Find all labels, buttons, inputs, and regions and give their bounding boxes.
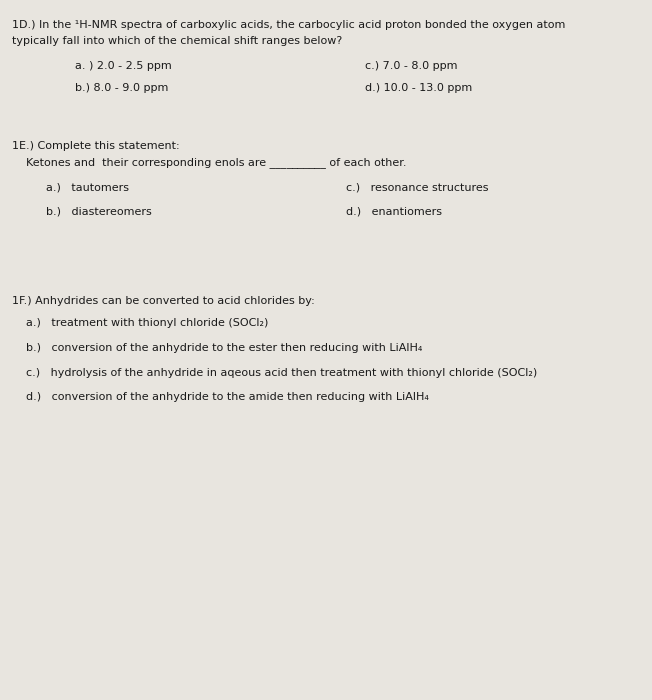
Text: d.)   conversion of the anhydride to the amide then reducing with LiAlH₄: d.) conversion of the anhydride to the a… [26, 392, 429, 402]
Text: typically fall into which of the chemical shift ranges below?: typically fall into which of the chemica… [12, 36, 342, 46]
Text: d.) 10.0 - 13.0 ppm: d.) 10.0 - 13.0 ppm [365, 83, 472, 92]
Text: 1E.) Complete this statement:: 1E.) Complete this statement: [12, 141, 179, 151]
Text: d.)   enantiomers: d.) enantiomers [346, 206, 441, 216]
Text: Ketones and  their corresponding enols are __________ of each other.: Ketones and their corresponding enols ar… [12, 158, 406, 169]
Text: c.)   hydrolysis of the anhydride in aqeous acid then treatment with thionyl chl: c.) hydrolysis of the anhydride in aqeou… [26, 368, 537, 377]
Text: c.) 7.0 - 8.0 ppm: c.) 7.0 - 8.0 ppm [365, 61, 458, 71]
Text: b.) 8.0 - 9.0 ppm: b.) 8.0 - 9.0 ppm [75, 83, 168, 92]
Text: b.)   diastereomers: b.) diastereomers [46, 206, 151, 216]
Text: a. ) 2.0 - 2.5 ppm: a. ) 2.0 - 2.5 ppm [75, 61, 171, 71]
Text: a.)   tautomers: a.) tautomers [46, 182, 128, 192]
Text: a.)   treatment with thionyl chloride (SOCl₂): a.) treatment with thionyl chloride (SOC… [26, 318, 269, 328]
Text: 1F.) Anhydrides can be converted to acid chlorides by:: 1F.) Anhydrides can be converted to acid… [12, 296, 314, 306]
Text: c.)   resonance structures: c.) resonance structures [346, 182, 488, 192]
Text: 1D.) In the ¹H-NMR spectra of carboxylic acids, the carbocylic acid proton bonde: 1D.) In the ¹H-NMR spectra of carboxylic… [12, 20, 565, 29]
Text: b.)   conversion of the anhydride to the ester then reducing with LiAlH₄: b.) conversion of the anhydride to the e… [26, 343, 422, 353]
